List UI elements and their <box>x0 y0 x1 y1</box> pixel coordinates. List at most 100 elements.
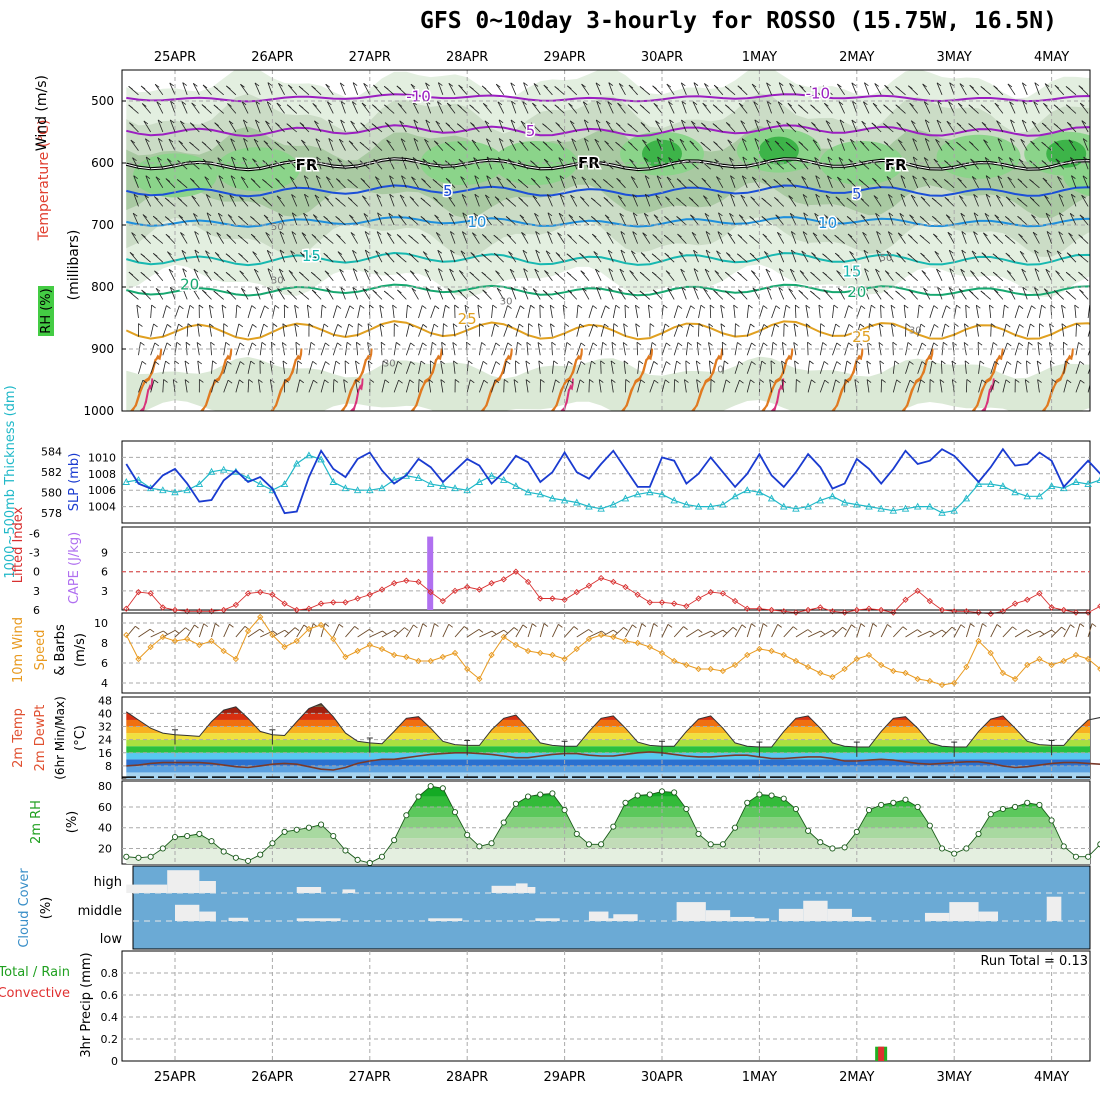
rh-tick: 80 <box>98 780 112 793</box>
wind-barb-feather <box>142 379 148 384</box>
wind-speed-point <box>707 665 714 673</box>
wind-barb-feather <box>888 194 893 198</box>
wind-barb-feather <box>250 233 256 238</box>
wind-barb <box>430 305 436 319</box>
wind-barb-feather <box>666 361 671 365</box>
wind-barb-feather <box>530 160 535 164</box>
wind-barb-feather <box>997 138 1003 142</box>
wind-barb-feather <box>1095 102 1099 105</box>
wind-barb-feather <box>437 287 443 291</box>
wind-barb <box>523 82 529 95</box>
wind-barb-feather <box>648 304 653 309</box>
wind-barb-feather <box>790 212 795 217</box>
rh-point <box>938 845 946 852</box>
wind-barb-feather <box>506 178 511 182</box>
wind-barb-feather <box>180 232 185 236</box>
rh-point <box>354 856 361 863</box>
rh-point <box>853 828 860 835</box>
wind-barb <box>1022 287 1028 300</box>
wind10-barb <box>552 624 559 638</box>
wind-barb <box>392 305 395 319</box>
wind-barb-feather <box>398 379 403 384</box>
wind-barb <box>437 101 444 114</box>
wind-barb <box>598 379 602 393</box>
slp-tick: 1006 <box>88 484 116 497</box>
wind-barb-feather <box>703 195 708 199</box>
wind-barb-feather <box>973 194 978 198</box>
wind-barb <box>279 231 285 244</box>
wind-barb-feather <box>592 305 598 309</box>
wind-barb <box>209 323 212 337</box>
wind10-barb <box>941 626 953 638</box>
wind-barb-feather <box>511 100 516 105</box>
wind-barb <box>290 250 298 263</box>
wind-barb <box>294 323 298 337</box>
wind-barb-feather <box>469 104 474 109</box>
wind10-barb <box>393 627 405 638</box>
wind-barb-feather <box>168 138 174 143</box>
wind-barb <box>740 120 748 133</box>
wind-barb <box>242 119 249 133</box>
wind-barb <box>632 194 639 207</box>
wind-barb <box>604 140 614 151</box>
slp-tick: 1004 <box>88 501 116 514</box>
rh-band-base <box>126 848 1090 864</box>
wind10-barb <box>1063 624 1071 638</box>
wind-barb-feather <box>470 122 475 126</box>
wind-barb-feather <box>718 212 723 217</box>
lifted-index-point <box>281 600 288 607</box>
wind-barb-feather <box>193 213 198 217</box>
wind-barb <box>1045 213 1052 226</box>
wind-barb-feather <box>261 341 267 346</box>
wind-barb-feather <box>762 178 767 183</box>
wind-barb <box>169 287 176 300</box>
wind-barb <box>595 268 602 281</box>
wind-barb <box>704 213 712 226</box>
wind-barb <box>174 305 180 319</box>
wind-barb <box>746 305 749 319</box>
wind-barb <box>462 212 468 226</box>
wind-barb-feather <box>473 157 478 161</box>
wind-barb-feather <box>761 360 767 365</box>
wind-barb-feather <box>839 138 845 142</box>
wind-barb <box>984 213 992 226</box>
wind-tick: 10 <box>94 617 108 630</box>
wind-barb <box>1031 214 1040 226</box>
wind-barb-feather <box>848 305 853 309</box>
wind-barb-feather <box>1022 286 1027 291</box>
chart-title: GFS 0~10day 3-hourly for ROSSO (15.75W, … <box>420 8 1057 34</box>
wind-barb <box>864 82 870 95</box>
wind-barb-feather <box>888 231 893 235</box>
wind-barb-feather <box>630 176 636 180</box>
wind-barb-feather <box>580 270 586 275</box>
wind-barb <box>515 323 520 337</box>
rh-band <box>126 817 1090 828</box>
wind-barb <box>733 305 736 319</box>
wind10-barb-feather <box>503 629 509 634</box>
wind-barb <box>876 249 882 263</box>
wind-barb-feather <box>921 270 927 274</box>
wind-barb <box>636 342 639 356</box>
rh-point <box>378 853 386 860</box>
wind-speed-point <box>208 637 215 645</box>
wind-barb-feather <box>446 102 452 107</box>
thickness-point <box>159 486 167 494</box>
wind-barb <box>851 119 858 133</box>
wind-barb <box>278 268 285 281</box>
temp-tick: 48 <box>98 694 112 707</box>
wind-barb-feather <box>510 119 516 124</box>
wind-barb-feather <box>430 360 435 365</box>
rh-point <box>330 832 337 840</box>
wind-barb <box>912 175 919 188</box>
wind-barb-feather <box>892 341 898 346</box>
wind-barb-feather <box>965 304 970 309</box>
wind-barb <box>684 379 687 393</box>
wind-speed-point <box>488 651 495 659</box>
wind-barb-feather <box>994 214 999 219</box>
wind-barb-feather <box>521 232 526 236</box>
cloud-block <box>126 884 168 893</box>
lifted-index-point <box>451 587 459 594</box>
wind-barb-feather <box>167 324 172 328</box>
rh-point <box>123 853 130 860</box>
wind-barb <box>498 138 505 151</box>
